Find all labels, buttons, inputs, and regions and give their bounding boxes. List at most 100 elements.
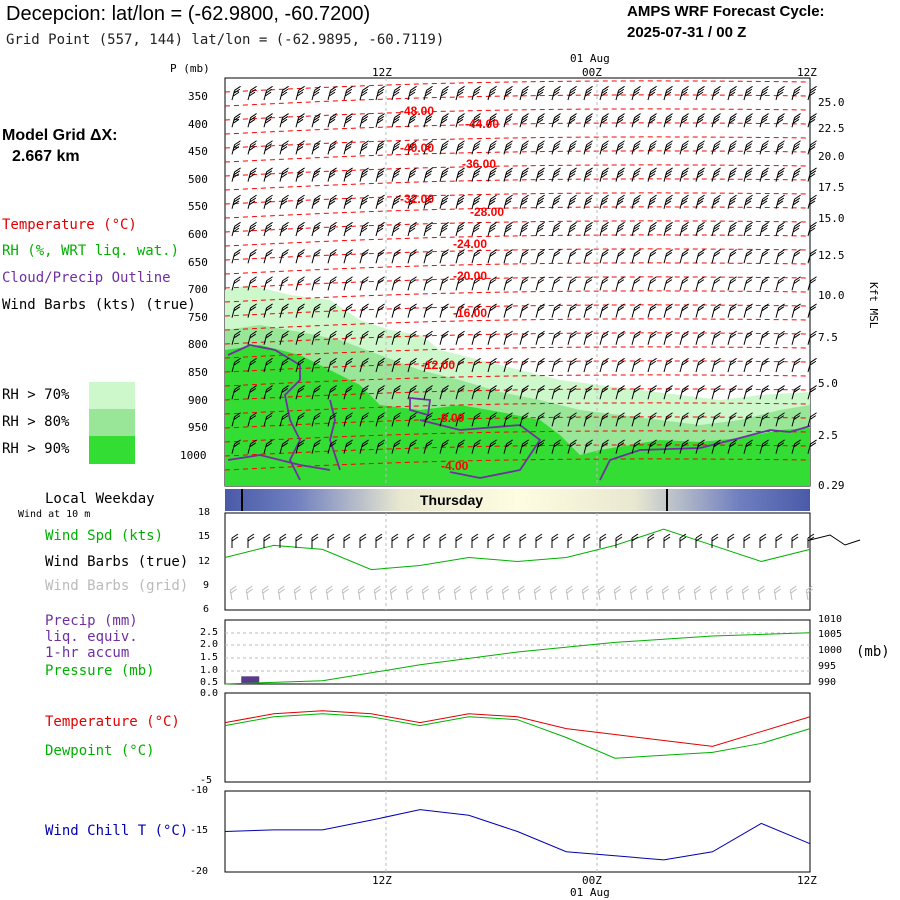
wind-barb [231, 412, 241, 427]
wind-barb [535, 276, 545, 291]
wind-barb [471, 412, 481, 427]
wind-barb [583, 439, 593, 454]
precip-label: Precip (mm) [45, 613, 138, 629]
wind-barb [325, 585, 334, 601]
wind-barb [343, 249, 353, 264]
wind-barb [503, 85, 513, 101]
precip-ytick-2-0: 2.0 [200, 639, 219, 650]
wind-barb [487, 412, 497, 427]
wind-barb [469, 585, 478, 601]
wind-barb [599, 194, 609, 209]
pressure-line [224, 632, 811, 685]
wind-barb [551, 439, 561, 454]
wind-barb [375, 385, 385, 400]
page-title: Decepcion: lat/lon = (-62.9800, -60.7200… [6, 3, 371, 25]
wind-barb [407, 167, 417, 182]
windchill-label: Wind Chill T (°C) [45, 823, 189, 839]
wind-barb [759, 303, 769, 318]
pressure-tick: 450 [188, 145, 208, 159]
wind-barb [679, 533, 687, 548]
wind-barb [775, 249, 785, 264]
wind-barb [759, 276, 769, 291]
wind-barb [455, 303, 465, 318]
wind-barb [791, 412, 801, 427]
wind-barb [327, 113, 337, 128]
wind-barb [311, 85, 321, 101]
wind-barb [727, 533, 735, 548]
wind-barb [711, 439, 721, 454]
wind-barb [407, 439, 417, 454]
temperature-contour [224, 276, 811, 289]
wind-barb [343, 330, 353, 345]
cloud-outline [227, 344, 811, 481]
wind-barb [263, 439, 273, 454]
wind-barb [615, 167, 625, 182]
wind-barb [807, 385, 817, 400]
wind-barb [695, 167, 705, 182]
wind-barb [231, 357, 241, 373]
pressure-tick: 750 [188, 310, 208, 324]
wind-barb [391, 357, 401, 373]
wind-barb [567, 85, 577, 101]
wind-barb [663, 167, 673, 182]
wind-barb [791, 221, 801, 237]
wind-barb [599, 303, 609, 318]
pressure-tick: 700 [188, 283, 208, 297]
temperature-contour-label: -16.00 [453, 306, 488, 320]
wind-barb [263, 167, 273, 182]
wind-barb [567, 194, 577, 209]
wind-barb [327, 85, 337, 101]
wind-barb [727, 276, 737, 291]
wind-barb [503, 221, 513, 237]
wind-barb [519, 330, 529, 345]
wind-barb [695, 385, 705, 400]
wind-barb [615, 533, 623, 548]
temperature-contour [224, 248, 811, 261]
wind-barb [567, 357, 577, 373]
wind-barb [391, 85, 401, 101]
wind-barb [647, 303, 657, 318]
wind-barbs-grid [231, 85, 817, 454]
precip-liq-label: liq. equiv. [45, 629, 138, 645]
wind-barb [757, 585, 766, 601]
wind-barb [679, 194, 689, 209]
wind-barb [631, 167, 641, 182]
wind-barb [743, 385, 753, 400]
wind-barb [343, 533, 351, 548]
wind-barb [775, 276, 785, 291]
wind-barb [359, 249, 369, 264]
wind-barb [439, 249, 449, 264]
temperature-contour [224, 332, 811, 345]
wind-barb [359, 412, 369, 427]
wind-barb [407, 533, 415, 548]
wind-barb [535, 439, 545, 454]
rh70-swatch [89, 382, 135, 409]
bottom-tick-12z-a: 12Z [372, 874, 392, 887]
wind-barb [695, 533, 703, 548]
temperature-contour [224, 150, 811, 163]
wind-barb [343, 221, 353, 237]
wind-barb [327, 303, 337, 318]
temperature-contour [224, 444, 811, 457]
wind-barb [263, 303, 273, 318]
wind-barb [663, 412, 673, 427]
wind-barb [727, 194, 737, 209]
wind-barb [327, 276, 337, 291]
wind-barb [231, 303, 241, 318]
wind-barb [471, 533, 479, 548]
wind-barb [487, 113, 497, 128]
wind-barb [327, 221, 337, 237]
wind-barb [567, 330, 577, 345]
wind-barb [631, 221, 641, 237]
top-date-label: 01 Aug [570, 52, 610, 65]
wind-barb [263, 140, 273, 155]
wind-barb [535, 303, 545, 318]
wind-barb [695, 412, 705, 427]
wind-barb [487, 194, 497, 209]
rh80-label: RH > 80% [2, 414, 70, 430]
wind-barb [455, 412, 465, 427]
wind-barb [375, 194, 385, 209]
press-ytick-995: 995 [818, 661, 837, 672]
wind-barb [391, 113, 401, 128]
